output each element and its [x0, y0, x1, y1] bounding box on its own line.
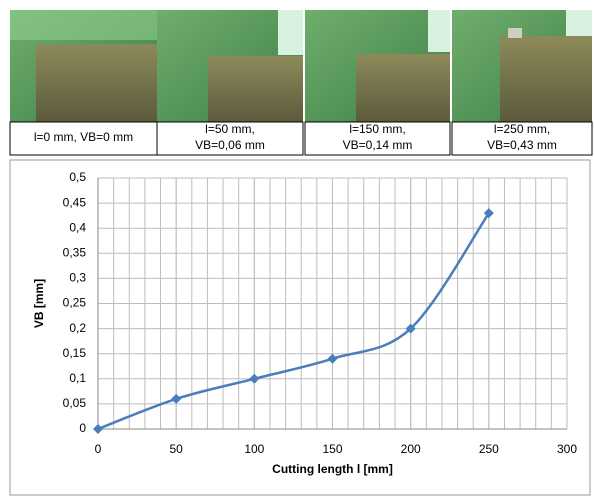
- photo-caption: l=150 mm,: [349, 122, 405, 136]
- photo: [10, 10, 157, 122]
- marker: [93, 424, 103, 434]
- marker: [249, 373, 260, 384]
- chart-frame: [9, 159, 591, 496]
- x-tick-label: 300: [557, 442, 577, 456]
- chart: 0 0,05 0,1 0,15 0,2 0,25 0,3 0,35 0,4 0,45 0,5 0 50 1…: [32, 170, 577, 476]
- x-tick-label: 150: [322, 442, 342, 456]
- photo: [452, 10, 592, 122]
- y-tick-label: 0,45: [63, 195, 87, 209]
- x-tick-label: 50: [169, 442, 183, 456]
- y-tick-label: 0,35: [63, 245, 87, 259]
- y-axis-label: VB [mm]: [32, 279, 46, 328]
- marker: [405, 323, 416, 334]
- y-tick-label: 0: [79, 421, 86, 435]
- photo-caption: l=250 mm,: [494, 122, 550, 136]
- y-tick-label: 0,05: [63, 396, 87, 410]
- y-tick-label: 0,1: [69, 371, 86, 385]
- y-tick-label: 0,5: [69, 170, 86, 184]
- photo-caption: l=0 mm, VB=0 mm: [34, 130, 133, 144]
- y-tick-label: 0,3: [69, 271, 86, 285]
- x-tick-label: 100: [244, 442, 264, 456]
- photo-caption: l=50 mm,: [205, 122, 255, 136]
- photo-caption: VB=0,14 mm: [343, 138, 413, 152]
- photo: [157, 10, 303, 122]
- photo-caption: VB=0,06 mm: [195, 138, 265, 152]
- x-tick-label: 0: [95, 442, 102, 456]
- y-tick-label: 0,4: [69, 220, 86, 234]
- marker: [171, 393, 182, 404]
- marker: [483, 208, 494, 219]
- marker: [327, 353, 338, 364]
- x-tick-label: 200: [401, 442, 421, 456]
- y-tick-label: 0,2: [69, 321, 86, 335]
- x-axis-label: Cutting length l [mm]: [272, 462, 393, 476]
- photo: [305, 10, 450, 122]
- line: [97, 212, 490, 431]
- x-tick-label: 250: [479, 442, 499, 456]
- y-tick-label: 0,25: [63, 296, 87, 310]
- photos: [9, 10, 593, 156]
- y-tick-label: 0,15: [63, 346, 87, 360]
- photo-caption: VB=0,43 mm: [487, 138, 557, 152]
